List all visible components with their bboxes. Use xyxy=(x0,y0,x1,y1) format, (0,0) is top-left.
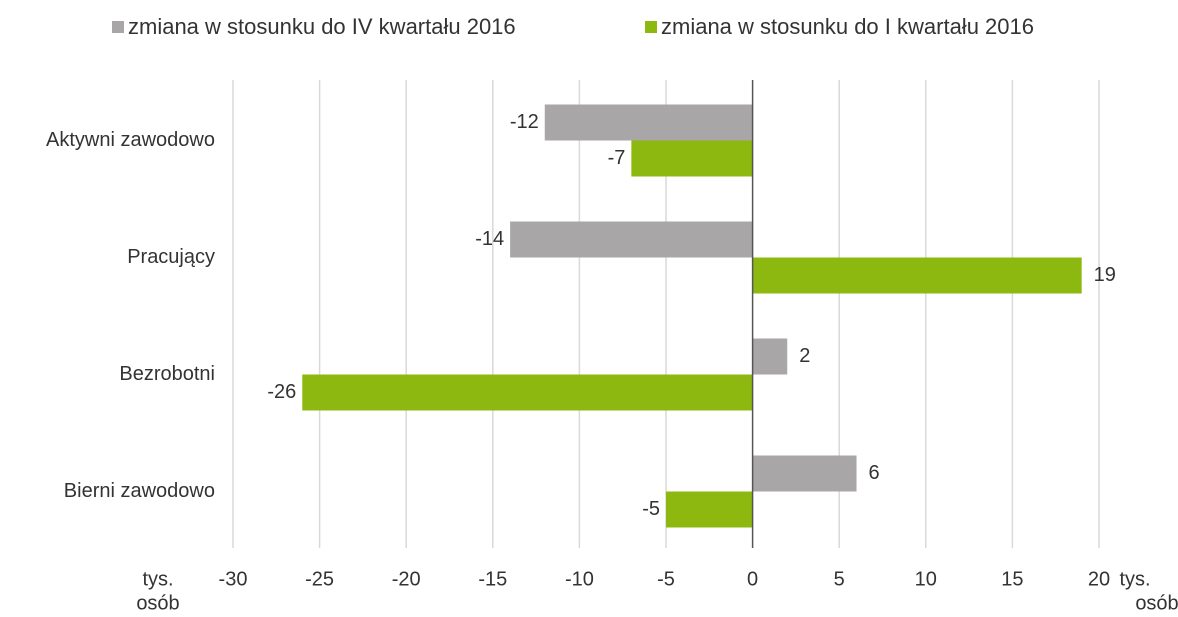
bar xyxy=(510,221,753,258)
x-tick-label: -15 xyxy=(478,568,507,590)
x-axis-label: tys. xyxy=(1119,568,1150,590)
data-label: -12 xyxy=(510,111,539,133)
x-tick-label: -10 xyxy=(565,568,594,590)
x-tick-label: -30 xyxy=(219,568,248,590)
x-tick-label: 15 xyxy=(1001,568,1023,590)
bar xyxy=(631,140,753,177)
bar xyxy=(752,338,788,375)
x-tick-label: 20 xyxy=(1088,568,1110,590)
y-tick-label: Pracujący xyxy=(127,246,215,268)
x-axis-label: osób xyxy=(1135,592,1178,614)
data-label: 19 xyxy=(1094,264,1116,286)
data-label: 2 xyxy=(799,345,810,367)
legend-swatch xyxy=(112,21,124,33)
data-label: -14 xyxy=(475,228,504,250)
x-tick-label: 0 xyxy=(747,568,758,590)
x-axis-label: tys. xyxy=(142,568,173,590)
bar xyxy=(544,104,753,141)
x-tick-label: 5 xyxy=(834,568,845,590)
y-tick-label: Bierni zawodowo xyxy=(64,480,215,502)
legend-label: zmiana w stosunku do IV kwartału 2016 xyxy=(128,14,516,39)
y-tick-label: Bezrobotni xyxy=(119,363,215,385)
x-tick-label: -25 xyxy=(305,568,334,590)
x-tick-label: 10 xyxy=(915,568,937,590)
bar xyxy=(752,257,1082,294)
y-tick-label: Aktywni zawodowo xyxy=(46,129,215,151)
legend-swatch xyxy=(645,21,657,33)
legend-label: zmiana w stosunku do I kwartału 2016 xyxy=(661,14,1034,39)
data-label: -26 xyxy=(267,381,296,403)
bar xyxy=(302,374,753,411)
x-tick-label: -20 xyxy=(392,568,421,590)
x-axis-label: osób xyxy=(136,592,179,614)
data-label: -5 xyxy=(642,498,660,520)
x-tick-label: -5 xyxy=(657,568,675,590)
data-label: 6 xyxy=(869,462,880,484)
data-label: -7 xyxy=(608,147,626,169)
bar xyxy=(666,491,753,528)
bar xyxy=(752,455,857,492)
